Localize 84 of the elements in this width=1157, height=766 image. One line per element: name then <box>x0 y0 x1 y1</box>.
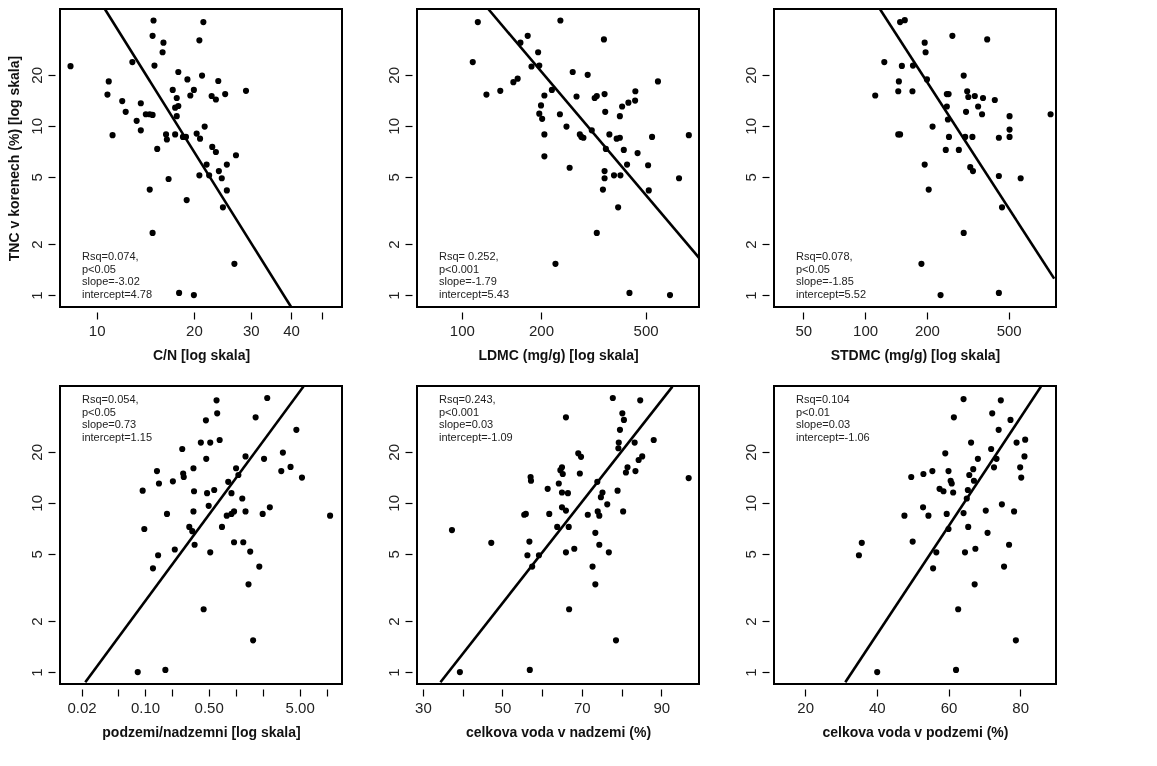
annotation: slope=-1.85 <box>796 275 854 287</box>
x-axis-title: STDMC (mg/g) [log skala] <box>830 346 1001 363</box>
annotation: p<0.05 <box>82 405 116 418</box>
y-tick-label: 5 <box>27 173 45 182</box>
annotation: intercept=-1.09 <box>439 430 513 443</box>
x-tick-label: 30 <box>415 698 432 716</box>
x-tick-label: 200 <box>914 321 940 339</box>
annotation: Rsq=0.078, <box>796 250 853 262</box>
annotation: slope=0.73 <box>82 418 137 430</box>
annotation: slope=-1.79 <box>439 275 497 287</box>
y-axis-title: TNC v korenech (%) [log skala] <box>5 55 22 262</box>
x-tick-label: 90 <box>653 698 671 716</box>
y-tick-label: 10 <box>27 117 45 135</box>
annotation: Rsq=0.243, <box>439 393 496 405</box>
y-tick-label: 1 <box>741 668 759 677</box>
x-tick-label: 20 <box>186 321 203 339</box>
y-tick-label: 2 <box>384 617 402 626</box>
annotation: Rsq=0.074, <box>82 250 139 262</box>
x-tick-label: 5.00 <box>285 698 315 716</box>
x-tick-label: 50 <box>795 321 813 339</box>
x-tick-label: 80 <box>1012 698 1030 716</box>
x-axis-title: C/N [log skala] <box>152 346 251 363</box>
x-tick-label: 500 <box>633 321 659 339</box>
y-tick-label: 1 <box>384 668 402 677</box>
y-tick-label: 2 <box>741 617 759 626</box>
y-tick-label: 20 <box>384 444 402 461</box>
x-axis-title: celkova voda v nadzemi (%) <box>465 723 652 740</box>
x-tick-label: 60 <box>940 698 958 716</box>
x-axis-title: celkova voda v podzemi (%) <box>822 723 1009 740</box>
y-tick-label: 2 <box>384 240 402 249</box>
x-tick-label: 0.02 <box>67 698 97 716</box>
x-tick-label: 40 <box>283 321 300 339</box>
y-tick-label: 1 <box>27 668 45 677</box>
x-tick-label: 10 <box>88 321 106 339</box>
y-tick-label: 10 <box>27 494 45 512</box>
y-tick-label: 20 <box>384 67 402 84</box>
y-tick-label: 10 <box>384 494 402 512</box>
x-tick-label: 50 <box>494 698 512 716</box>
annotation: Rsq= 0.252, <box>439 250 499 262</box>
annotation: Rsq=0.054, <box>82 393 139 405</box>
y-tick-label: 5 <box>741 550 759 559</box>
y-tick-label: 2 <box>27 240 45 249</box>
y-tick-label: 1 <box>384 291 402 300</box>
x-tick-label: 500 <box>996 321 1022 339</box>
y-tick-label: 1 <box>27 291 45 300</box>
annotation: p<0.05 <box>796 262 830 275</box>
y-tick-label: 5 <box>741 173 759 182</box>
x-tick-label: 100 <box>853 321 879 339</box>
annotation: slope=0.03 <box>796 418 851 430</box>
annotation: p<0.001 <box>439 405 480 418</box>
x-tick-label: 70 <box>573 698 591 716</box>
y-tick-label: 10 <box>384 117 402 135</box>
x-tick-label: 200 <box>529 321 555 339</box>
annotation: Rsq=0.104 <box>796 393 850 405</box>
annotation: slope=-3.02 <box>82 275 140 287</box>
y-tick-label: 20 <box>741 67 759 84</box>
annotation: intercept=1.15 <box>82 430 153 443</box>
x-tick-label: 30 <box>242 321 260 339</box>
x-tick-label: 0.50 <box>194 698 224 716</box>
annotation: intercept=-1.06 <box>796 430 870 443</box>
annotation: intercept=4.78 <box>82 287 153 300</box>
annotation: intercept=5.52 <box>796 287 867 300</box>
annotation: p<0.05 <box>82 262 116 275</box>
y-tick-label: 5 <box>384 173 402 182</box>
x-tick-label: 20 <box>797 698 815 716</box>
annotation: intercept=5.43 <box>439 287 510 300</box>
x-axis-title: podzemi/nadzemni [log skala] <box>102 723 301 740</box>
annotation: p<0.001 <box>439 262 480 275</box>
y-tick-label: 5 <box>27 550 45 559</box>
x-tick-label: 100 <box>449 321 475 339</box>
y-tick-label: 5 <box>384 550 402 559</box>
y-tick-label: 2 <box>741 240 759 249</box>
y-tick-label: 10 <box>741 117 759 135</box>
annotation: p<0.01 <box>796 405 830 418</box>
y-tick-label: 20 <box>27 67 45 84</box>
y-tick-label: 20 <box>741 444 759 461</box>
x-tick-label: 0.10 <box>131 698 161 716</box>
y-tick-label: 10 <box>741 494 759 512</box>
annotation: slope=0.03 <box>439 418 494 430</box>
y-tick-label: 2 <box>27 617 45 626</box>
x-axis-title: LDMC (mg/g) [log skala] <box>478 346 639 363</box>
x-tick-label: 40 <box>868 698 886 716</box>
y-tick-label: 20 <box>27 444 45 461</box>
y-tick-label: 1 <box>741 291 759 300</box>
